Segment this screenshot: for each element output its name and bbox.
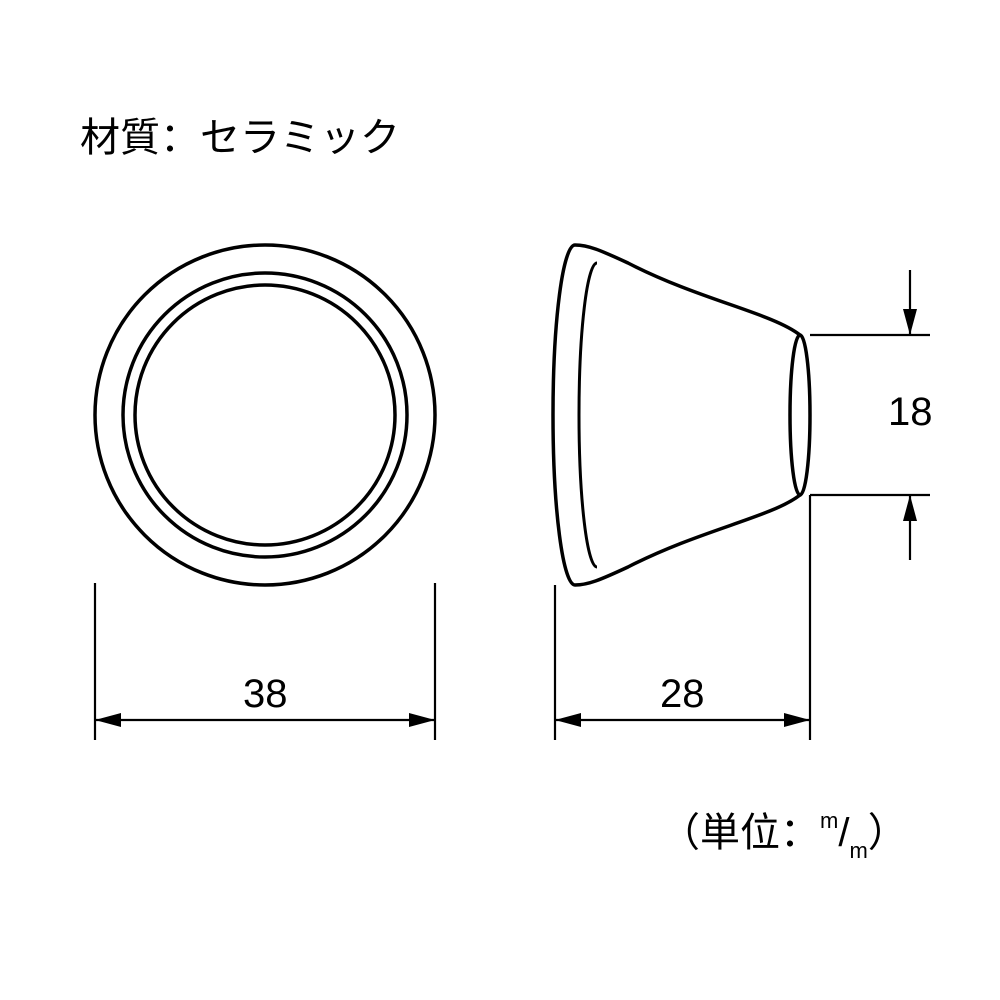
unit-prefix: （単位：: [660, 811, 820, 855]
side-view: [553, 245, 810, 585]
front-view: [95, 245, 435, 585]
drawing-canvas: 材質：セラミック: [0, 0, 1000, 1000]
dimension-value-stem-height: 18: [888, 390, 933, 435]
unit-label: （単位：m/m）: [660, 800, 908, 861]
unit-suffix: ）: [868, 811, 908, 855]
dimension-value-front-diameter: 38: [243, 672, 288, 717]
dimension-value-side-depth: 28: [660, 672, 705, 717]
unit-m-bot: m: [849, 838, 867, 863]
unit-m-top: m: [820, 808, 838, 833]
